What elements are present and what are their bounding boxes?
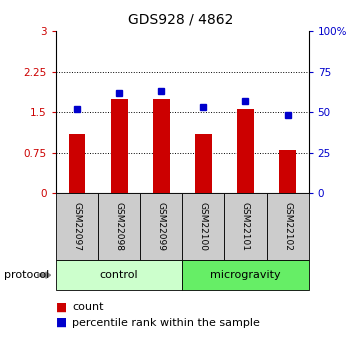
Bar	[111, 99, 127, 193]
Text: ■: ■	[56, 300, 67, 314]
Bar	[195, 134, 212, 193]
Text: GSM22101: GSM22101	[241, 202, 250, 252]
Text: GSM22097: GSM22097	[73, 202, 82, 252]
Text: GSM22099: GSM22099	[157, 202, 166, 252]
Bar	[279, 150, 296, 193]
Text: count: count	[72, 302, 104, 312]
Text: GSM22102: GSM22102	[283, 203, 292, 251]
Bar	[237, 109, 254, 193]
Text: GDS928 / 4862: GDS928 / 4862	[128, 12, 233, 26]
Text: ■: ■	[56, 316, 67, 329]
Text: percentile rank within the sample: percentile rank within the sample	[72, 318, 260, 327]
Text: protocol: protocol	[4, 270, 49, 280]
Text: GSM22098: GSM22098	[115, 202, 123, 252]
Bar	[69, 134, 86, 193]
Text: GSM22100: GSM22100	[199, 202, 208, 252]
Text: microgravity: microgravity	[210, 270, 281, 280]
Bar	[153, 99, 170, 193]
Text: control: control	[100, 270, 138, 280]
